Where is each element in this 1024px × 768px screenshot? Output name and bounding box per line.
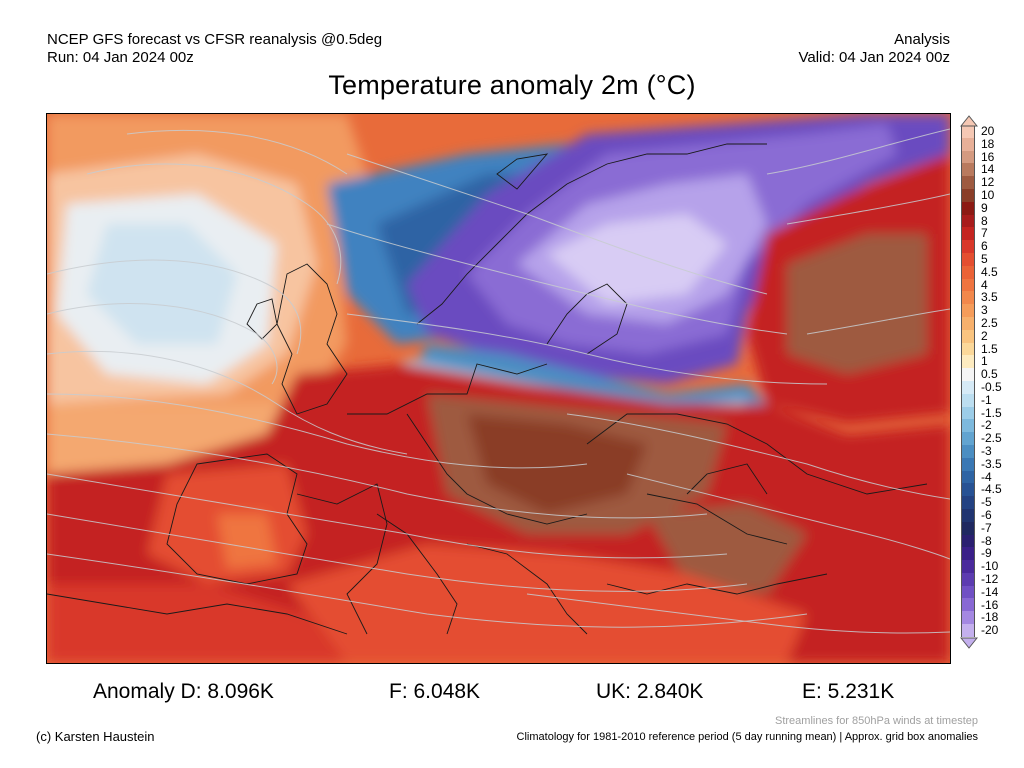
- colorbar-tick-label: -3: [981, 444, 992, 458]
- colorbar-swatch: [961, 560, 975, 573]
- colorbar-swatch: [961, 483, 975, 497]
- colorbar-swatch: [961, 368, 975, 381]
- colorbar-swatch: [961, 547, 975, 561]
- colorbar-swatch: [961, 240, 975, 253]
- colorbar-tick-label: 9: [981, 200, 988, 215]
- colorbar-swatch: [961, 521, 975, 535]
- colorbar-swatch: [961, 342, 975, 356]
- colorbar-tick-label: -4.5: [981, 482, 1002, 497]
- colorbar-tick-label: 1: [981, 354, 988, 369]
- colorbar-tick-label: -8: [981, 533, 992, 548]
- colorbar-swatch: [961, 393, 975, 407]
- valid-line: Valid: 04 Jan 2024 00z: [798, 49, 950, 66]
- colorbar-tick-label: -2.5: [981, 431, 1002, 446]
- colorbar-swatch: [961, 329, 975, 343]
- colorbar-tick-label: -0.5: [981, 380, 1002, 394]
- header-right: Analysis Valid: 04 Jan 2024 00z: [798, 31, 950, 67]
- colorbar-tick-label: 5: [981, 252, 988, 266]
- anomaly-map-graphic: [47, 114, 950, 663]
- colorbar-swatch: [961, 316, 975, 330]
- colorbar-swatch: [961, 304, 975, 317]
- header-left: NCEP GFS forecast vs CFSR reanalysis @0.…: [47, 31, 382, 67]
- anomaly-uk: UK: 2.840K: [596, 680, 704, 703]
- colorbar-tick-label: -7: [981, 520, 992, 535]
- colorbar-swatch: [961, 406, 975, 420]
- colorbar-swatch: [961, 585, 975, 599]
- colorbar-tick-label: -5: [981, 495, 992, 510]
- colorbar-tick-label: 3: [981, 303, 988, 318]
- colorbar-tick-label: 16: [981, 149, 995, 164]
- colorbar-tick-label: 2.5: [981, 316, 998, 330]
- colorbar-swatch: [961, 125, 975, 138]
- analysis-label: Analysis: [894, 31, 950, 48]
- colorbar-swatch: [961, 150, 975, 164]
- colorbar-swatch: [961, 470, 975, 484]
- colorbar-tick-label: -9: [981, 546, 992, 561]
- colorbar-swatch: [961, 419, 975, 433]
- colorbar-min-arrow: [960, 637, 978, 649]
- model-line: NCEP GFS forecast vs CFSR reanalysis @0.…: [47, 31, 383, 48]
- colorbar-max-arrow: [960, 115, 978, 127]
- colorbar-tick-label: -20: [981, 623, 999, 638]
- colorbar-tick-label: -16: [981, 597, 999, 612]
- colorbar-tick-label: 2: [981, 328, 988, 343]
- colorbar-tick-label: 1.5: [981, 341, 998, 356]
- colorbar-tick-label: -18: [981, 610, 999, 625]
- colorbar-tick-label: -14: [981, 584, 999, 599]
- colorbar-swatch: [961, 291, 975, 305]
- colorbar-swatch: [961, 252, 975, 266]
- colorbar-tick-label: -4: [981, 469, 992, 484]
- colorbar-swatch: [961, 137, 975, 151]
- anomaly-map: [46, 113, 951, 664]
- credit: (c) Karsten Haustein: [36, 729, 155, 744]
- colorbar-tick-label: -12: [981, 572, 999, 586]
- colorbar-tick-label: -10: [981, 559, 999, 574]
- run-line: Run: 04 Jan 2024 00z: [47, 49, 194, 66]
- colorbar-tick-label: 3.5: [981, 290, 998, 305]
- colorbar-tick-label: -6: [981, 508, 992, 522]
- colorbar-swatch: [961, 265, 975, 279]
- colorbar-swatch: [961, 380, 975, 394]
- anomaly-spain: E: 5.231K: [802, 680, 895, 703]
- colorbar-tick-label: 0.5: [981, 367, 998, 382]
- colorbar-swatch: [961, 176, 975, 189]
- colorbar-tick-label: 7: [981, 226, 988, 241]
- colorbar-swatch: [961, 188, 975, 202]
- colorbar-swatch: [961, 572, 975, 586]
- colorbar-swatch: [961, 508, 975, 522]
- colorbar-tick-label: 4: [981, 277, 988, 292]
- colorbar-tick-label: 20: [981, 124, 995, 138]
- colorbar-tick-label: 14: [981, 162, 995, 177]
- anomaly-germany: Anomaly D: 8.096K: [93, 680, 274, 703]
- colorbar-swatch: [961, 444, 975, 458]
- colorbar-tick-label: 4.5: [981, 264, 998, 279]
- colorbar-swatch: [961, 534, 975, 548]
- colorbar-swatch: [961, 214, 975, 228]
- colorbar: [960, 115, 978, 649]
- colorbar-tick-label: 10: [981, 188, 995, 202]
- colorbar-swatch: [961, 432, 975, 445]
- colorbar-swatch: [961, 611, 975, 625]
- colorbar-swatch: [961, 624, 975, 637]
- colorbar-swatch: [961, 163, 975, 177]
- colorbar-tick-label: -3.5: [981, 456, 1002, 471]
- colorbar-swatch: [961, 496, 975, 509]
- colorbar-swatch: [961, 278, 975, 292]
- map-title: Temperature anomaly 2m (°C): [328, 70, 696, 100]
- climatology-note: Climatology for 1981-2010 reference peri…: [516, 731, 978, 743]
- colorbar-tick-label: -2: [981, 418, 992, 433]
- streamline-note: Streamlines for 850hPa winds at timestep: [775, 715, 978, 727]
- colorbar-tick-label: 6: [981, 239, 988, 254]
- colorbar-swatch: [961, 201, 975, 215]
- anomaly-france: F: 6.048K: [389, 680, 481, 703]
- colorbar-swatch: [961, 227, 975, 241]
- colorbar-swatch: [961, 355, 975, 369]
- colorbar-tick-label: 18: [981, 136, 995, 151]
- colorbar-tick-label: -1: [981, 392, 992, 407]
- colorbar-tick-label: 8: [981, 213, 988, 228]
- colorbar-swatch: [961, 457, 975, 471]
- colorbar-tick-label: 12: [981, 175, 995, 190]
- colorbar-tick-label: -1.5: [981, 405, 1002, 420]
- colorbar-swatch: [961, 598, 975, 612]
